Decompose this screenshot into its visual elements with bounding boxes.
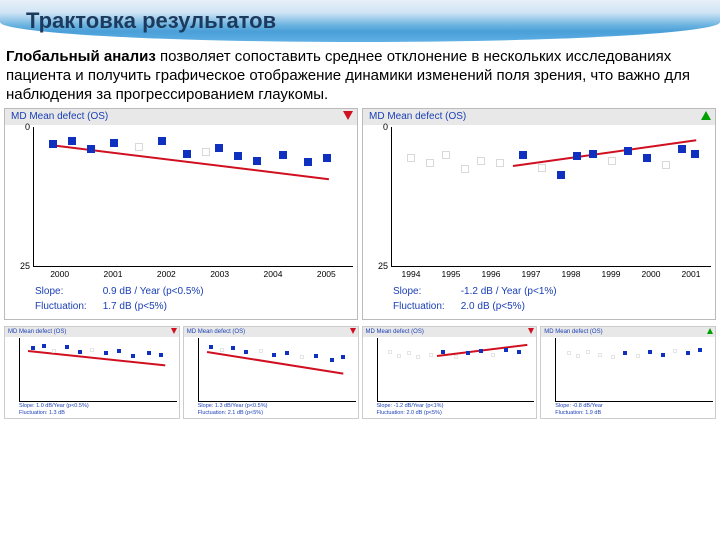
chart-right-xticks: 19941995199619971998199920002001 [363,267,711,279]
chart-left-xticks: 200020012002200320042005 [5,267,353,279]
chart-right-title: MD Mean defect (OS) [363,109,715,125]
chart-right: MD Mean defect (OS) 0 25 199419951996199… [362,108,716,320]
chart-left-title: MD Mean defect (OS) [5,109,357,125]
chart-left-plot: 0 25 [33,127,353,267]
intro-paragraph: Глобальный анализ позволяет сопоставить … [0,42,720,108]
thumbnail-chart: MD Mean defect (OS)Slope: -0.8 dB/YearFl… [540,326,716,419]
thumbnail-row: MD Mean defect (OS)Slope: 1.0 dB/Year (p… [0,320,720,419]
intro-bold: Глобальный анализ [6,48,160,65]
thumbnail-chart: MD Mean defect (OS)Slope: 1.3 dB/Year (p… [183,326,359,419]
chart-right-stats: Slope:-1.2 dB / Year (p<1%) Fluctuation:… [363,279,559,319]
trend-up-icon [701,111,711,120]
chart-right-plot: 0 25 [391,127,711,267]
main-charts-row: MD Mean defect (OS) 0 25 200020012002200… [0,108,720,320]
trend-down-icon [343,111,353,120]
chart-left: MD Mean defect (OS) 0 25 200020012002200… [4,108,358,320]
page-title: Трактовка результатов [26,8,276,34]
header-banner: Трактовка результатов [0,0,720,42]
thumbnail-chart: MD Mean defect (OS)Slope: 1.0 dB/Year (p… [4,326,180,419]
chart-left-stats: Slope:0.9 dB / Year (p<0.5%) Fluctuation… [5,279,206,319]
thumbnail-chart: MD Mean defect (OS)Slope: -1.2 dB/Year (… [362,326,538,419]
